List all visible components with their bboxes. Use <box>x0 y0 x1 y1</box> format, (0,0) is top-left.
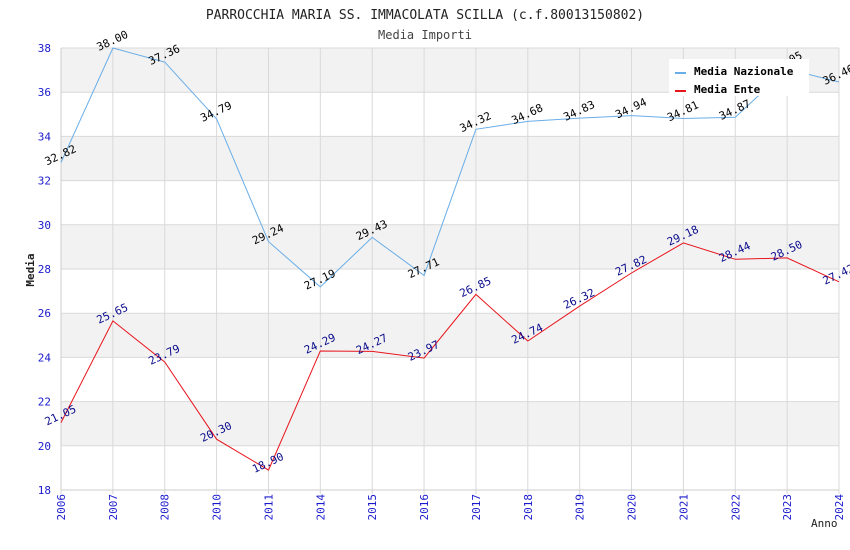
band-32 <box>61 136 839 181</box>
y-tick-label: 38 <box>38 42 51 55</box>
y-tick-label: 24 <box>38 351 52 364</box>
band-20 <box>61 401 839 446</box>
legend: Media Nazionale Media Ente <box>669 59 809 96</box>
axes <box>60 48 839 491</box>
chart-subtitle: Media Importi <box>378 28 472 42</box>
x-tick-label: 2015 <box>366 494 379 521</box>
plot-background-bands <box>61 48 839 446</box>
x-tick-label: 2023 <box>781 494 794 521</box>
y-tick-label: 22 <box>38 396 51 409</box>
x-tick-label: 2007 <box>107 494 120 521</box>
y-tick-label: 32 <box>38 175 51 188</box>
x-tick-label: 2021 <box>677 494 690 521</box>
y-tick-label: 30 <box>38 219 51 232</box>
y-tick-label: 34 <box>38 130 52 143</box>
x-tick-label: 2018 <box>522 494 535 521</box>
y-axis-tick-labels: 18 20 22 24 26 28 30 32 34 36 38 <box>38 42 52 497</box>
x-tick-label: 2014 <box>314 494 327 521</box>
x-tick-label: 2016 <box>418 494 431 521</box>
y-tick-label: 20 <box>38 440 51 453</box>
x-tick-label: 2017 <box>470 494 483 521</box>
x-tick-label: 2024 <box>833 494 846 521</box>
x-tick-label: 2008 <box>159 494 172 521</box>
band-28 <box>61 224 839 269</box>
x-tick-label: 2019 <box>574 494 587 521</box>
gridlines <box>60 47 840 494</box>
x-tick-label: 2010 <box>211 494 224 521</box>
x-tick-label: 2020 <box>626 494 639 521</box>
y-tick-label: 26 <box>38 307 51 320</box>
series-lines <box>60 47 840 471</box>
series-line-media-ente <box>60 242 840 471</box>
legend-label-media-nazionale: Media Nazionale <box>694 65 794 78</box>
y-tick-label: 18 <box>38 484 51 497</box>
chart-title: PARROCCHIA MARIA SS. IMMACOLATA SCILLA (… <box>206 8 644 23</box>
x-tick-label: 2022 <box>729 494 742 521</box>
x-axis-tick-labels: 2006 2007 2008 2010 2011 2014 2015 2016 2017 2018… <box>55 494 846 521</box>
y-axis-label: Media <box>24 253 37 286</box>
y-tick-label: 28 <box>38 263 51 276</box>
x-axis-label: Anno <box>811 517 838 530</box>
y-tick-label: 36 <box>38 86 51 99</box>
band-24 <box>61 313 839 358</box>
series-line-media-nazionale <box>60 47 840 288</box>
x-tick-label: 2011 <box>262 494 275 521</box>
legend-label-media-ente: Media Ente <box>694 83 761 96</box>
x-tick-label: 2006 <box>55 494 68 521</box>
legend-box <box>669 59 809 96</box>
